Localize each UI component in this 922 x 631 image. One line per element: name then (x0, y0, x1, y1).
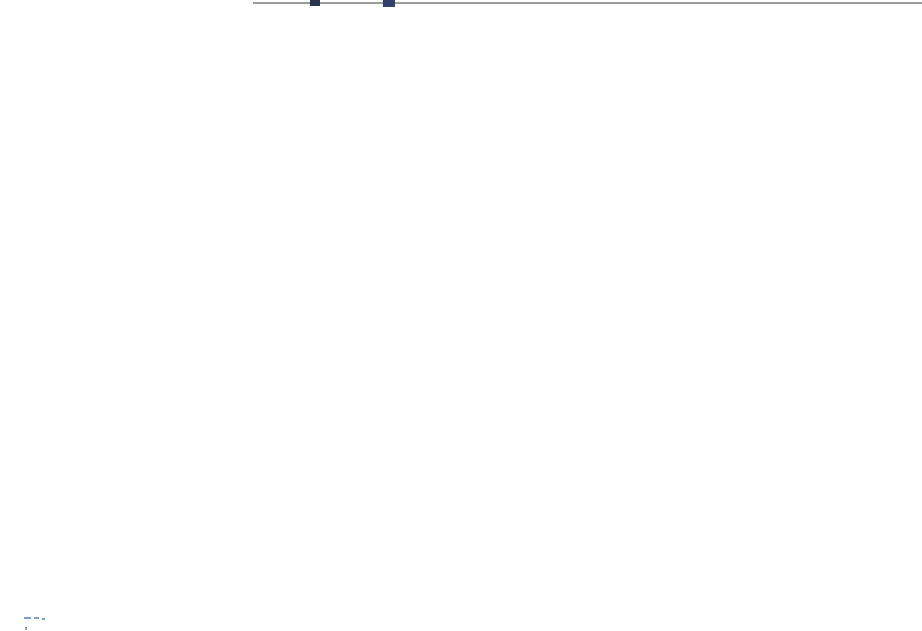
cropped-caption-mark (25, 627, 27, 630)
cropped-title-glyph (310, 0, 320, 6)
cropped-caption-mark (24, 617, 31, 619)
cropped-caption-mark (42, 618, 45, 620)
cropped-title-glyph (383, 0, 395, 7)
cropped-caption-mark (34, 617, 39, 619)
cropped-title-rule (253, 2, 922, 4)
